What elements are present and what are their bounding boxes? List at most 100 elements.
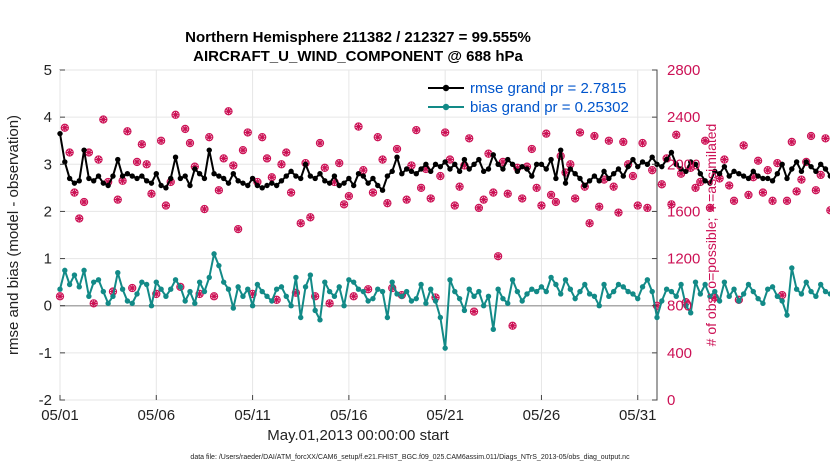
y-right-tick-label: 400 (667, 345, 692, 362)
rmse-point (808, 163, 814, 170)
obs-assimilated-point (509, 322, 516, 330)
obs-assimilated-point (90, 299, 98, 307)
bias-point (813, 293, 819, 299)
obs-possible-point (585, 219, 594, 228)
rmse-point (139, 173, 145, 179)
obs-assimilated-point (316, 139, 324, 147)
bias-point (375, 286, 381, 292)
rmse-point (505, 156, 511, 163)
y-tick-label: 0 (44, 298, 52, 315)
rmse-point (606, 175, 612, 182)
obs-possible-point (368, 188, 378, 197)
obs-possible-point (416, 183, 426, 193)
bias-point (322, 279, 328, 285)
rmse-point (375, 182, 381, 189)
rmse-point (673, 161, 679, 167)
bias-point (572, 295, 578, 302)
rmse-point (336, 182, 342, 189)
obs-possible-point (763, 166, 772, 175)
rmse-point (736, 171, 742, 177)
rmse-point (615, 166, 622, 172)
bias-point (129, 300, 135, 307)
obs-assimilated-point (696, 178, 704, 186)
rmse-point (163, 185, 169, 191)
rmse-point (461, 156, 468, 163)
bias-point (273, 286, 280, 292)
obs-assimilated-point (239, 146, 247, 154)
rmse-point (745, 175, 752, 182)
bias-point (360, 288, 367, 295)
obs-assimilated-point (220, 154, 228, 162)
obs-assimilated-point (258, 133, 266, 141)
obs-possible-point (787, 137, 796, 147)
obs-assimilated-point (571, 195, 579, 202)
obs-assimilated-point (359, 166, 367, 174)
rmse-point (134, 175, 140, 182)
obs-possible-point (224, 107, 233, 116)
rmse-point (187, 182, 193, 189)
obs-assimilated-point (436, 172, 444, 180)
obs-possible-point (450, 201, 459, 210)
x-tick-label: 05/06 (138, 407, 176, 424)
obs-assimilated-point (210, 292, 218, 300)
rmse-point (798, 168, 805, 175)
rmse-point (524, 166, 530, 172)
obs-possible-point (344, 191, 354, 201)
bias-point (379, 288, 386, 295)
rmse-point (365, 180, 371, 186)
y-right-tick-label: 1200 (667, 251, 700, 268)
obs-assimilated-point (518, 195, 526, 202)
rmse-point (331, 173, 338, 179)
obs-assimilated-point (817, 171, 825, 179)
rmse-point (269, 180, 275, 186)
obs-possible-point (571, 194, 580, 203)
obs-possible-point (156, 136, 166, 145)
bias-point (86, 293, 92, 299)
rmse-point (784, 175, 790, 182)
obs-assimilated-point (586, 219, 593, 227)
obs-assimilated-point (725, 182, 733, 189)
bias-point (808, 288, 814, 295)
rmse-point (452, 161, 458, 167)
rmse-point (254, 182, 261, 189)
obs-assimilated-point (427, 195, 435, 202)
bias-point (432, 298, 439, 304)
obs-assimilated-point (148, 190, 155, 198)
y-right-tick-label: 2000 (667, 156, 700, 173)
y-right-tick-label: 2400 (667, 109, 700, 126)
bias-point (225, 286, 232, 292)
obs-assimilated-point (282, 149, 290, 156)
rmse-point (586, 178, 593, 184)
rmse-point (379, 187, 386, 193)
bias-point (774, 293, 781, 299)
obs-assimilated-point (133, 158, 141, 166)
obs-possible-point (638, 138, 647, 148)
obs-possible-point (205, 133, 214, 142)
bias-point (760, 300, 766, 307)
obs-assimilated-point (610, 183, 618, 191)
obs-possible-point (782, 196, 792, 205)
obs-assimilated-point (629, 172, 637, 180)
bias-point (586, 291, 593, 297)
bias-point (384, 314, 391, 321)
rmse-point (490, 152, 497, 158)
obs-assimilated-point (234, 225, 242, 233)
rmse-point (538, 161, 545, 167)
rmse-point (413, 171, 419, 177)
obs-assimilated-point (253, 178, 261, 186)
rmse-point (697, 171, 704, 177)
obs-possible-point (705, 203, 715, 213)
rmse-point (558, 147, 564, 153)
obs-assimilated-point (634, 202, 642, 209)
rmse-point (283, 173, 289, 179)
obs-assimilated-point (138, 140, 146, 148)
bias-point (529, 286, 535, 292)
rmse-point (346, 175, 352, 182)
rmse-point (293, 173, 299, 179)
bias-point (490, 326, 497, 332)
bias-point (288, 303, 294, 309)
obs-assimilated-point (798, 176, 805, 184)
chart-title-line1: Northern Hemisphere 211382 / 212327 = 99… (185, 29, 531, 46)
bias-point (601, 281, 607, 288)
x-tick-label: 05/01 (41, 407, 79, 424)
